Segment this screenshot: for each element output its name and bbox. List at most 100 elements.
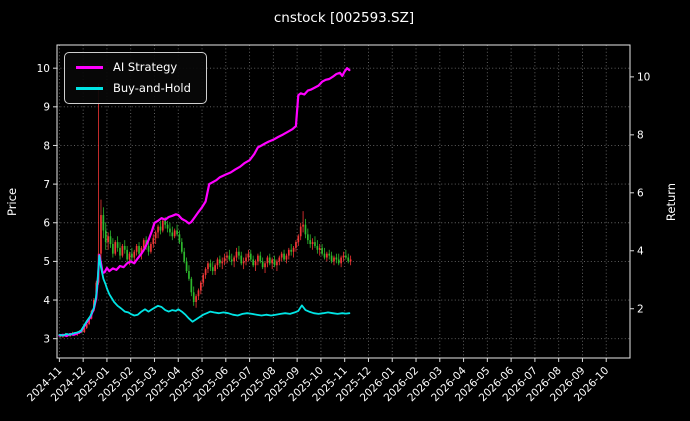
- candle-body: [306, 234, 309, 241]
- candle-body: [112, 244, 114, 254]
- candle-body: [304, 224, 307, 235]
- candle-body: [233, 257, 235, 262]
- candle-body: [173, 230, 176, 237]
- candle-body: [333, 257, 335, 262]
- candle-body: [273, 259, 276, 266]
- candle-body: [240, 255, 243, 264]
- y-tick-label-right: 10: [637, 72, 650, 84]
- candle-body: [123, 245, 126, 250]
- candle-body: [245, 257, 247, 262]
- candle-body: [88, 318, 90, 324]
- candle-body: [261, 261, 264, 268]
- candlestick-series: [59, 83, 352, 338]
- candle-body: [249, 253, 252, 260]
- candle-body: [138, 245, 140, 254]
- candle-body: [223, 257, 226, 262]
- candle-body: [247, 253, 250, 258]
- y-tick-label-left: 8: [43, 140, 50, 152]
- candle-body: [242, 261, 245, 264]
- candle-body: [107, 236, 109, 243]
- candle-body: [159, 226, 162, 231]
- candle-body: [226, 255, 228, 258]
- candle-body: [169, 228, 171, 233]
- legend-item-buy-and-hold: Buy-and-Hold: [76, 80, 191, 95]
- candle-body: [152, 238, 155, 245]
- candle-body: [283, 253, 285, 260]
- candle-body: [280, 253, 283, 258]
- candle-body: [278, 257, 281, 262]
- candle-body: [259, 255, 262, 262]
- candle-body: [114, 242, 117, 254]
- candle-body: [323, 253, 326, 258]
- axis-ticks-and-labels: 2024-112024-122025-012025-022025-032025-…: [25, 63, 650, 404]
- candle-body: [230, 259, 233, 262]
- candle-body: [228, 255, 231, 260]
- candle-body: [271, 259, 274, 264]
- plot-frame: [56, 44, 631, 359]
- candle-body: [221, 261, 224, 264]
- candle-body: [287, 249, 290, 256]
- ai-strategy-line-swatch: [76, 66, 103, 70]
- y-tick-label-left: 10: [37, 63, 50, 75]
- candle-body: [199, 282, 202, 291]
- ai-strategy-line: [58, 67, 351, 338]
- y-tick-label-right: 2: [637, 304, 644, 316]
- candle-body: [219, 259, 221, 264]
- candle-body: [197, 290, 200, 297]
- candle-body: [100, 215, 102, 254]
- candle-body: [254, 261, 257, 266]
- candle-body: [126, 249, 128, 260]
- candle-body: [209, 263, 212, 268]
- candle-body: [335, 257, 338, 260]
- candle-body: [195, 296, 197, 302]
- candle-body: [140, 247, 143, 254]
- candle-body: [154, 232, 157, 239]
- candle-body: [297, 236, 300, 243]
- chart-title: cnstock [002593.SZ]: [274, 10, 414, 26]
- candle-body: [135, 245, 138, 252]
- legend-label-buy-and-hold: Buy-and-Hold: [113, 80, 191, 95]
- candle-body: [102, 215, 105, 231]
- legend-item-ai-strategy: AI Strategy: [76, 60, 191, 74]
- candle-body: [264, 263, 266, 268]
- candle-body: [85, 323, 88, 328]
- candle-body: [318, 247, 321, 250]
- candle-body: [268, 257, 271, 264]
- candle-body: [347, 257, 350, 262]
- candle-body: [292, 247, 295, 252]
- candle-body: [171, 232, 174, 237]
- candle-body: [83, 327, 86, 333]
- candle-body: [252, 259, 255, 266]
- candle-body: [150, 244, 152, 252]
- candle-body: [328, 253, 331, 256]
- buy-and-hold-line: [58, 254, 351, 337]
- candle-body: [216, 259, 219, 266]
- y-tick-label-right: 6: [637, 188, 644, 200]
- candle-body: [340, 257, 342, 264]
- candle-body: [128, 253, 131, 260]
- candle-body: [183, 251, 186, 262]
- candle-body: [188, 271, 190, 279]
- candle-body: [164, 220, 167, 225]
- y-tick-label-right: 4: [637, 246, 644, 258]
- candle-body: [345, 255, 347, 258]
- y-tick-label-left: 3: [43, 333, 50, 345]
- candle-body: [276, 261, 278, 266]
- candle-body: [204, 269, 207, 275]
- candle-body: [133, 251, 136, 258]
- candle-body: [285, 255, 288, 260]
- candle-body: [109, 236, 112, 245]
- candle-body: [121, 245, 124, 256]
- candle-body: [316, 245, 319, 250]
- candle-body: [157, 226, 159, 233]
- y-tick-label-right: 8: [637, 130, 644, 142]
- candle-body: [311, 242, 314, 245]
- candle-body: [290, 249, 293, 252]
- candle-body: [238, 251, 240, 256]
- y-axis-label-right: Return: [664, 183, 678, 221]
- legend-label-ai-strategy: AI Strategy: [113, 60, 178, 74]
- candle-body: [326, 253, 328, 258]
- candle-body: [309, 240, 312, 245]
